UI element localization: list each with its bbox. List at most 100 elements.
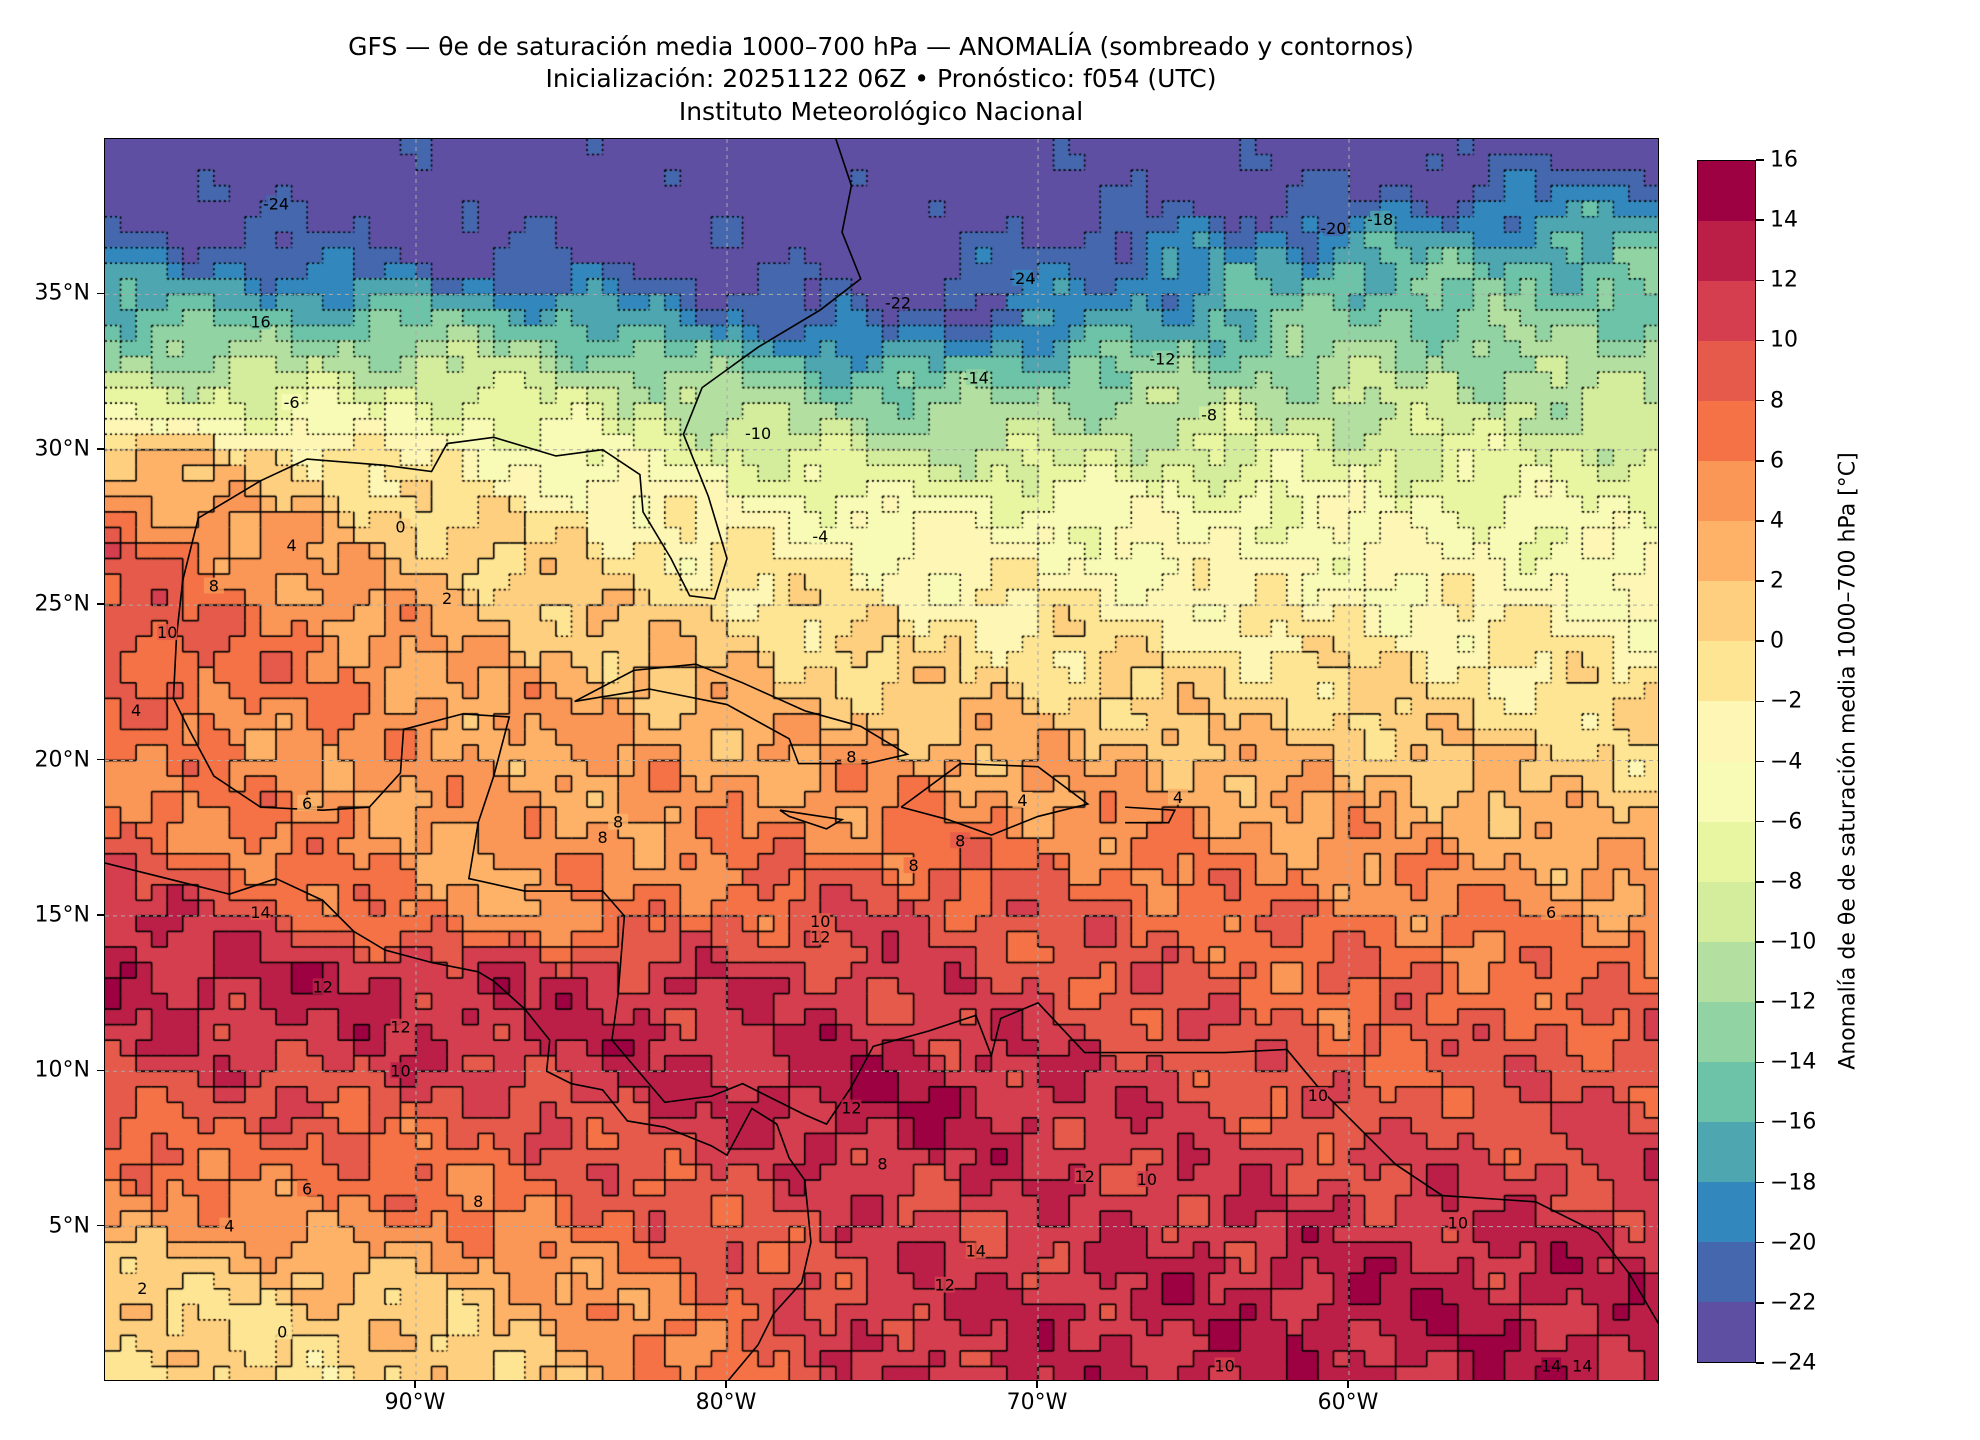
y-tick-mark: [97, 758, 104, 761]
contour-label-bg: [810, 928, 831, 945]
contour-label: 8: [909, 856, 919, 875]
coastline: [574, 663, 910, 765]
colorbar-tick-mark: [1756, 1121, 1764, 1124]
colorbar-tick-label: −14: [1770, 1049, 1817, 1075]
colorbar-swatch: [1698, 1061, 1755, 1122]
x-tick-mark: [1036, 1381, 1038, 1388]
colorbar-tick-mark: [1756, 760, 1764, 763]
contour-label-bg: [841, 748, 862, 765]
contour-label-bg: [1214, 1357, 1235, 1374]
colorbar-tick-mark: [1756, 520, 1764, 522]
contour-label-bg: [810, 913, 831, 930]
colorbar-tick-mark: [1756, 941, 1764, 943]
contour-label-bg: [390, 518, 411, 535]
colorbar-swatch: [1698, 761, 1755, 822]
contour-label: -18: [1367, 210, 1393, 229]
contour-label-bg: [1572, 1357, 1593, 1374]
contour-label-bg: [272, 1323, 293, 1340]
contour-label: 14: [1541, 1356, 1561, 1375]
contour-label: 6: [302, 1179, 312, 1198]
chart-title: GFS — θe de saturación media 1000–700 hP…: [348, 32, 1414, 61]
colorbar-swatch: [1698, 161, 1755, 222]
colorbar-swatch: [1698, 701, 1755, 762]
contour-label: 14: [250, 903, 270, 922]
colorbar-swatch: [1698, 521, 1755, 582]
colorbar-tick-mark: [1756, 881, 1764, 883]
contour-label: -14: [963, 368, 989, 387]
contour-label: 8: [598, 828, 608, 847]
contour-label-bg: [1199, 406, 1220, 423]
contour-label-bg: [1167, 788, 1188, 805]
colorbar-swatch: [1698, 281, 1755, 342]
contour-label: 4: [1173, 788, 1183, 807]
y-tick-mark: [97, 1069, 104, 1071]
contour-label: -24: [1009, 269, 1035, 288]
contour-label-bg: [1541, 1357, 1562, 1374]
colorbar-swatch: [1698, 1181, 1755, 1242]
colorbar-tick-label: −24: [1770, 1350, 1817, 1376]
colorbar-swatch: [1698, 1301, 1755, 1362]
contour-label-bg: [1012, 791, 1033, 808]
contour-label: 12: [313, 977, 333, 996]
colorbar-tick-label: −6: [1770, 809, 1803, 835]
colorbar-tick-label: −22: [1770, 1290, 1817, 1316]
contour-label: 4: [224, 1217, 234, 1236]
contour-label: -6: [284, 393, 300, 412]
colorbar-tick-mark: [1756, 159, 1764, 161]
contour-label: -20: [1320, 219, 1346, 238]
y-tick-mark: [97, 448, 104, 450]
contour-label: 6: [302, 794, 312, 813]
x-tick-label: 90°W: [384, 1390, 446, 1415]
contour-label-bg: [1323, 220, 1344, 237]
x-tick-mark: [414, 1381, 416, 1388]
contour-label-bg: [1136, 1171, 1157, 1188]
contour-label: 8: [877, 1154, 887, 1173]
colorbar-tick-label: −4: [1770, 749, 1803, 774]
contour-label-bg: [592, 829, 613, 846]
contour-label: 8: [846, 747, 856, 766]
x-tick-label: 80°W: [695, 1390, 757, 1415]
chart-institution: Instituto Meteorológico Nacional: [678, 97, 1084, 126]
contour-label-bg: [250, 903, 271, 920]
colorbar-tick-label: −18: [1770, 1170, 1817, 1196]
contour-label: 8: [209, 576, 219, 595]
contour-label-bg: [1541, 903, 1562, 920]
chart-subtitle: Inicialización: 20251122 06Z • Pronóstic…: [545, 64, 1217, 93]
colorbar-tick-mark: [1756, 460, 1764, 462]
colorbar-swatch: [1698, 1121, 1755, 1182]
colorbar-swatch: [1698, 1241, 1755, 1302]
colorbar-tick-label: 16: [1770, 147, 1798, 173]
contour-label: 12: [810, 928, 830, 947]
contour-label-bg: [219, 1217, 240, 1234]
contour-label: 2: [137, 1279, 147, 1298]
y-tick-label: 10°N: [34, 1057, 90, 1083]
colorbar-tick-mark: [1756, 700, 1764, 703]
contour-label-bg: [950, 832, 971, 849]
y-tick-mark: [97, 1224, 104, 1227]
contour-label: -22: [885, 294, 911, 313]
colorbar-tick-label: 8: [1770, 388, 1784, 414]
contour-label: 4: [131, 701, 141, 720]
colorbar-tick-label: −16: [1770, 1109, 1817, 1135]
contour-label-bg: [934, 1276, 955, 1293]
y-tick-label: 35°N: [34, 280, 90, 306]
x-tick-label: 60°W: [1317, 1390, 1379, 1415]
colorbar-swatch: [1698, 881, 1755, 942]
y-tick-label: 5°N: [48, 1213, 90, 1239]
contour-label: 10: [1214, 1356, 1234, 1375]
contour-label: 10: [1308, 1086, 1328, 1105]
contour-label: -24: [263, 194, 289, 213]
contour-label: 12: [1074, 1167, 1094, 1186]
contour-label: 10: [1448, 1214, 1468, 1233]
contour-label-bg: [312, 978, 333, 995]
contour-label-bg: [126, 701, 147, 718]
contour-label-bg: [1152, 350, 1173, 367]
coastline: [900, 762, 1090, 836]
contour-label: -8: [1201, 406, 1217, 425]
contour-label: 10: [1137, 1170, 1157, 1189]
contour-label: -4: [812, 527, 828, 546]
colorbar-tick-mark: [1756, 580, 1764, 582]
contour-label-bg: [841, 1099, 862, 1116]
contour-label-bg: [157, 624, 178, 641]
contour-label: 8: [613, 813, 623, 832]
